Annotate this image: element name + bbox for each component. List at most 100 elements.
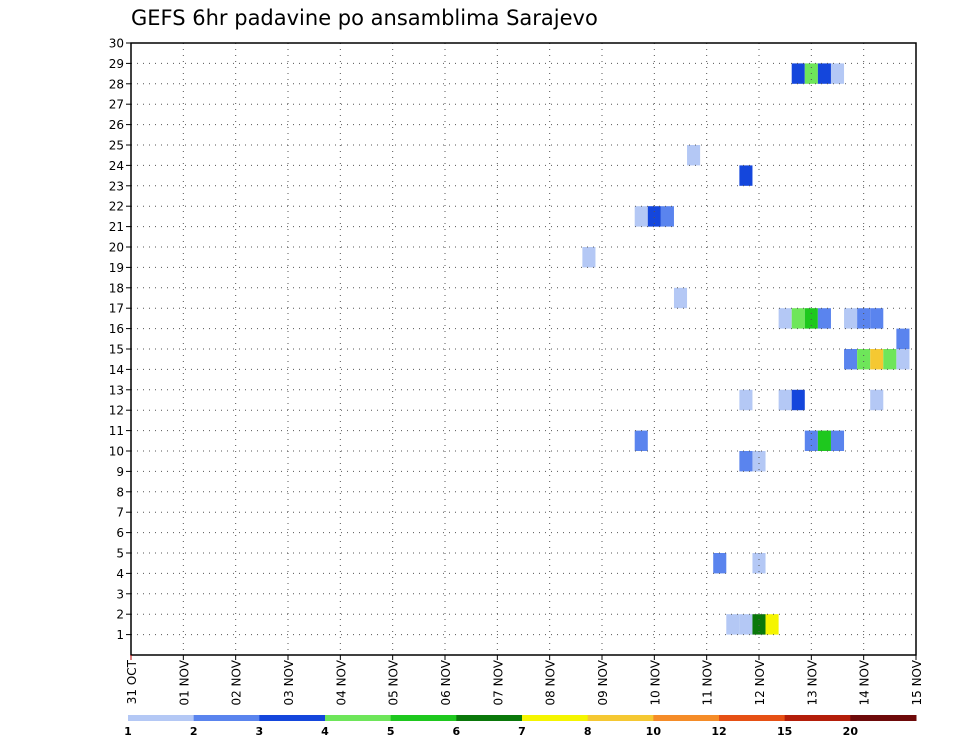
heatmap-cell-5 xyxy=(673,287,688,309)
colorbar-segment-12 xyxy=(850,715,917,721)
x-tick-label: 11 NOV xyxy=(701,659,715,705)
heatmap-cell-6 xyxy=(687,145,701,166)
heatmap-cell-34 xyxy=(844,349,858,370)
x-tick-label: 14 NOV xyxy=(858,659,872,705)
colorbar-segment-5 xyxy=(390,715,457,721)
grid-lines xyxy=(131,42,916,655)
y-tick-label: 27 xyxy=(109,98,124,112)
colorbar-label: 8 xyxy=(584,725,592,738)
colorbar-segment-6 xyxy=(456,715,523,721)
heatmap-cell-12 xyxy=(739,451,753,472)
y-tick-label: 18 xyxy=(109,281,124,295)
heatmap-cell-13 xyxy=(752,451,766,472)
colorbar-label: 5 xyxy=(387,725,395,738)
x-tick-label: 13 NOV xyxy=(805,659,819,705)
colorbar-label: 3 xyxy=(256,725,264,738)
y-tick-label: 1 xyxy=(116,628,124,642)
colorbar-label: 20 xyxy=(843,725,859,738)
colorbar-segment-9 xyxy=(653,715,720,721)
heatmap-cell-31 xyxy=(857,308,871,329)
colorbar-label: 7 xyxy=(518,725,526,738)
colorbar-segment-3 xyxy=(259,715,326,721)
colorbar-label: 15 xyxy=(777,725,792,738)
x-tick-label: 31 OCT xyxy=(125,659,139,704)
chart-title: GEFS 6hr padavine po ansamblima Sarajevo xyxy=(131,6,598,30)
x-tick-label: 07 NOV xyxy=(491,659,505,705)
y-tick-label: 11 xyxy=(109,424,124,438)
heatmap-cell-36 xyxy=(870,349,884,370)
heatmap-cell-8 xyxy=(726,614,740,635)
y-tick-label: 3 xyxy=(116,587,124,601)
heatmap-cell-26 xyxy=(791,63,805,84)
heatmap-cell-10 xyxy=(752,614,766,635)
y-tick-label: 25 xyxy=(109,139,124,153)
heatmap-cell-37 xyxy=(883,349,897,370)
heatmap-cell-4 xyxy=(634,430,648,451)
y-tick-label: 14 xyxy=(109,363,124,377)
colorbar-label: 1 xyxy=(124,725,132,738)
x-tick-label: 08 NOV xyxy=(544,659,558,705)
colorbar: 1 2 3 4 5 6 7 8 10 12 15 20 xyxy=(124,715,917,738)
x-tick-label: 03 NOV xyxy=(282,659,296,705)
heatmap-cell-28 xyxy=(817,63,831,84)
heatmap-cell-25 xyxy=(830,430,845,451)
colorbar-segment-1 xyxy=(128,715,195,721)
x-tick-label: 05 NOV xyxy=(387,659,401,705)
heatmap-cell-23 xyxy=(804,430,818,451)
x-tick-label: 04 NOV xyxy=(334,659,348,705)
heatmap-cell-0 xyxy=(582,247,596,268)
x-tick-label: 01 NOV xyxy=(177,659,191,705)
x-tick-label: 12 NOV xyxy=(753,659,767,705)
colorbar-label: 4 xyxy=(321,725,329,738)
heatmap-cell-39 xyxy=(896,328,910,349)
heatmap-cell-3 xyxy=(660,206,674,227)
heatmap-cell-30 xyxy=(844,308,858,329)
y-tick-label: 7 xyxy=(116,506,124,520)
plot-frame xyxy=(130,42,917,656)
y-tick-label: 19 xyxy=(109,261,124,275)
y-tick-label: 24 xyxy=(109,159,124,173)
y-tick-label: 20 xyxy=(109,241,124,255)
y-tick-label: 30 xyxy=(109,37,124,51)
heatmap-cells xyxy=(582,63,910,635)
heatmap-cell-7 xyxy=(713,553,727,574)
colorbar-segment-7 xyxy=(522,715,589,721)
heatmap-cell-9 xyxy=(739,614,753,635)
y-axis: 1234567891011121314151617181920212223242… xyxy=(109,37,131,642)
y-tick-label: 5 xyxy=(116,547,124,561)
heatmap-cell-22 xyxy=(817,308,831,329)
colorbar-label: 2 xyxy=(190,725,198,738)
y-tick-label: 15 xyxy=(109,343,124,357)
heatmap-cell-35 xyxy=(857,349,871,370)
y-tick-label: 9 xyxy=(116,465,124,479)
heatmap-cell-16 xyxy=(739,165,753,186)
y-tick-label: 8 xyxy=(116,485,124,499)
y-tick-label: 26 xyxy=(109,118,124,132)
y-tick-label: 13 xyxy=(109,383,124,397)
colorbar-segment-10 xyxy=(719,715,786,721)
heatmap-cell-17 xyxy=(778,389,792,411)
x-tick-label: 02 NOV xyxy=(230,659,244,705)
x-tick-label: 15 NOV xyxy=(910,659,924,705)
y-tick-label: 17 xyxy=(109,302,124,316)
colorbar-label: 10 xyxy=(646,725,662,738)
y-tick-label: 12 xyxy=(109,404,124,418)
heatmap-cell-32 xyxy=(870,308,884,329)
heatmap-cell-24 xyxy=(817,430,831,451)
y-tick-label: 16 xyxy=(109,322,124,336)
heatmap-cell-20 xyxy=(791,308,805,329)
heatmap-cell-18 xyxy=(791,389,805,411)
colorbar-segment-11 xyxy=(784,715,851,721)
y-tick-label: 23 xyxy=(109,179,124,193)
colorbar-label: 6 xyxy=(453,725,461,738)
y-tick-label: 21 xyxy=(109,220,124,234)
heatmap-cell-38 xyxy=(896,349,910,370)
heatmap-cell-33 xyxy=(870,389,884,411)
heatmap-cell-19 xyxy=(778,308,792,329)
x-tick-label: 10 NOV xyxy=(648,659,662,705)
y-tick-label: 4 xyxy=(116,567,124,581)
heatmap-cell-15 xyxy=(739,389,753,411)
heatmap-cell-1 xyxy=(634,206,648,227)
x-tick-label: 06 NOV xyxy=(439,659,453,705)
